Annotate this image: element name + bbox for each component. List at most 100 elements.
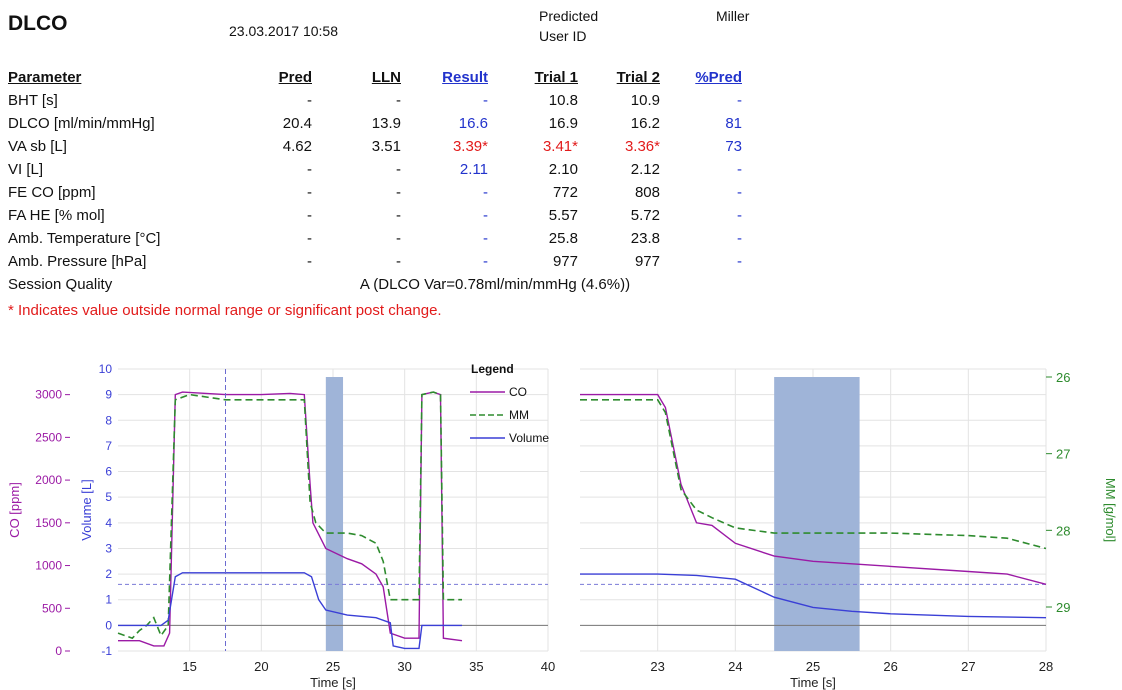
x-axis-label: Time [s]	[310, 675, 356, 690]
measurement-window	[774, 377, 860, 651]
volume-tick-label: 8	[105, 413, 112, 427]
x-tick-label: 25	[806, 659, 820, 674]
col-header-pred: Pred	[278, 69, 312, 86]
cell-pct-pred: -	[737, 161, 742, 178]
co-tick-label: 3000	[35, 388, 62, 402]
session-quality-row: Session Quality A (DLCO Var=0.78ml/min/m…	[8, 273, 742, 296]
series-line-mm	[117, 391, 462, 640]
cell-trial2: 23.8	[630, 230, 660, 247]
cell-result: 2.11	[459, 161, 488, 178]
cell-trial1: 25.8	[548, 230, 578, 247]
volume-tick-label: -1	[101, 644, 112, 658]
series-line-volume	[118, 572, 462, 650]
volume-tick-label: 5	[105, 490, 112, 504]
legend-label-volume: Volume	[509, 431, 549, 445]
co-tick-label: 500	[42, 601, 62, 615]
mm-tick-label: 26	[1056, 370, 1070, 385]
table-row: Amb. Pressure [hPa] - - - 977 977 -	[8, 250, 742, 273]
cell-lln: -	[396, 184, 401, 201]
x-tick-label: 25	[326, 659, 340, 674]
cell-pct-pred: -	[737, 253, 742, 270]
cell-result: -	[483, 92, 488, 109]
cell-param: Amb. Temperature [°C]	[8, 230, 161, 247]
results-table: Parameter Pred LLN Result Trial 1 Trial …	[8, 66, 742, 296]
volume-tick-label: 0	[105, 618, 112, 632]
x-tick-label: 20	[254, 659, 268, 674]
volume-tick-label: 9	[105, 388, 112, 402]
series-line-co	[580, 393, 1047, 585]
cell-result: -	[483, 253, 488, 270]
table-row: BHT [s] - - - 10.8 10.9 -	[8, 89, 742, 112]
cell-trial1: 5.57	[548, 207, 578, 224]
cell-pred: 20.4	[282, 115, 312, 132]
cell-pred: -	[307, 92, 312, 109]
report-datetime: 23.03.2017 10:58	[229, 23, 338, 39]
cell-param: BHT [s]	[8, 92, 58, 109]
cell-pred: -	[307, 184, 312, 201]
report-title: DLCO	[8, 12, 68, 35]
cell-param: DLCO [ml/min/mmHg]	[8, 115, 155, 132]
cell-trial1: 772	[552, 184, 578, 201]
cell-result: -	[483, 230, 488, 247]
cell-pred: -	[307, 207, 312, 224]
x-tick-label: 35	[469, 659, 483, 674]
measurement-window	[325, 377, 344, 651]
cell-param: VA sb [L]	[8, 138, 67, 155]
predicted-label: Predicted	[539, 8, 599, 24]
cell-trial2: 5.72	[630, 207, 660, 224]
co-tick-label: 0	[55, 644, 62, 658]
cell-lln: 3.51	[371, 138, 401, 155]
co-tick-label: 1000	[35, 559, 62, 573]
volume-tick-label: 1	[105, 593, 112, 607]
table-row: VI [L] - - 2.11 2.10 2.12 -	[8, 158, 742, 181]
cell-param: Amb. Pressure [hPa]	[8, 253, 147, 270]
col-header-trial1: Trial 1	[534, 69, 578, 86]
cell-pred: -	[307, 161, 312, 178]
co-tick-label: 2500	[35, 430, 62, 444]
col-header-lln: LLN	[371, 69, 401, 86]
cell-result: -	[483, 184, 488, 201]
cell-trial1: 2.10	[548, 161, 578, 178]
cell-result: -	[483, 207, 488, 224]
cell-param: FA HE [% mol]	[8, 207, 105, 224]
cell-lln: -	[396, 207, 401, 224]
reference-label: Miller	[716, 8, 750, 24]
x-tick-label: 15	[182, 659, 196, 674]
co-tick-label: 2000	[35, 473, 62, 487]
x-axis-label: Time [s]	[790, 675, 836, 690]
cell-pct-pred: -	[737, 184, 742, 201]
co-axis-label: CO [ppm]	[7, 482, 22, 538]
volume-tick-label: 6	[105, 465, 112, 479]
cell-pct-pred: -	[737, 92, 742, 109]
volume-axis-label: Volume [L]	[79, 479, 94, 540]
table-row: VA sb [L] 4.62 3.51 3.39* 3.41* 3.36* 73	[8, 135, 742, 158]
volume-tick-label: 3	[105, 541, 112, 555]
table-row: FA HE [% mol] - - - 5.57 5.72 -	[8, 204, 742, 227]
mm-tick-label: 28	[1056, 523, 1070, 538]
x-tick-label: 30	[397, 659, 411, 674]
mm-tick-label: 27	[1056, 447, 1070, 462]
col-header-parameter: Parameter	[8, 69, 82, 86]
cell-trial1: 16.9	[548, 115, 578, 132]
x-tick-label: 23	[650, 659, 664, 674]
cell-result: 3.39*	[452, 138, 488, 155]
volume-tick-label: 2	[105, 567, 112, 581]
table-row: FE CO [ppm] - - - 772 808 -	[8, 181, 742, 204]
volume-tick-label: 10	[99, 362, 113, 376]
cell-trial2: 977	[634, 253, 660, 270]
table-header-row: Parameter Pred LLN Result Trial 1 Trial …	[8, 66, 742, 89]
cell-lln: -	[396, 92, 401, 109]
x-tick-label: 28	[1039, 659, 1053, 674]
legend-label-co: CO	[509, 385, 527, 399]
cell-pred: -	[307, 230, 312, 247]
x-tick-label: 27	[961, 659, 975, 674]
x-tick-label: 40	[541, 659, 555, 674]
cell-trial1: 977	[552, 253, 578, 270]
cell-pct-pred: 73	[725, 138, 742, 155]
table-row: Amb. Temperature [°C] - - - 25.8 23.8 -	[8, 227, 742, 250]
series-line-volume	[580, 573, 1047, 619]
cell-trial2: 2.12	[630, 161, 660, 178]
session-quality-value: A (DLCO Var=0.78ml/min/mmHg (4.6%))	[359, 276, 631, 293]
footnote: * Indicates value outside normal range o…	[8, 302, 442, 319]
